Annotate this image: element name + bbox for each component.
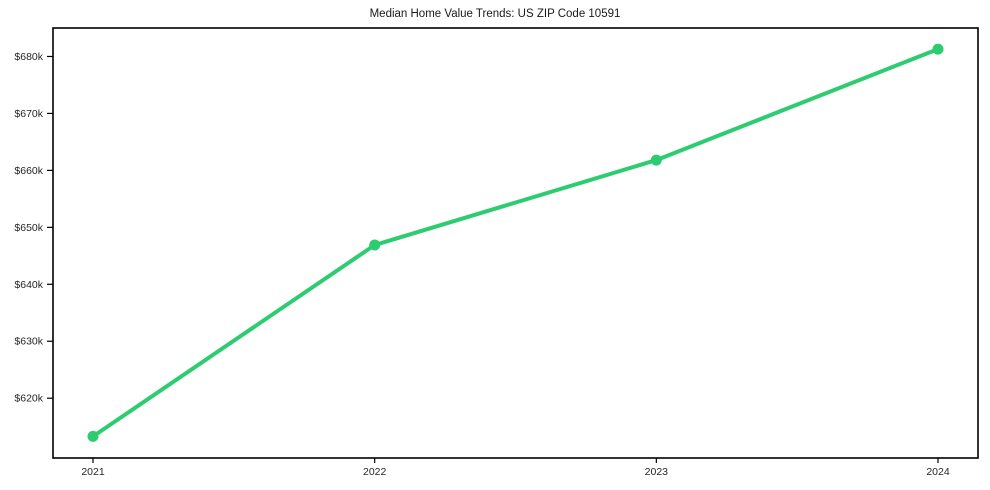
y-tick-label: $680k bbox=[14, 51, 43, 63]
x-tick-label: 2024 bbox=[926, 466, 950, 478]
y-tick-label: $640k bbox=[14, 279, 43, 291]
y-axis: $620k $630k $640k $650k $660k $670k $680k bbox=[14, 51, 53, 405]
y-tick-label: $660k bbox=[14, 165, 43, 177]
y-tick-label: $650k bbox=[14, 222, 43, 234]
data-point-marker bbox=[87, 430, 99, 442]
x-axis: 2021 2022 2023 2024 bbox=[81, 458, 950, 478]
trend-line-series bbox=[87, 43, 944, 442]
plot-area-frame bbox=[52, 27, 979, 459]
x-tick-label: 2022 bbox=[363, 466, 387, 478]
trend-line bbox=[91, 47, 940, 439]
y-tick-label: $630k bbox=[14, 336, 43, 348]
data-point-marker bbox=[650, 154, 662, 166]
data-point-marker bbox=[369, 239, 381, 251]
x-tick-label: 2021 bbox=[81, 466, 105, 478]
y-tick-label: $620k bbox=[14, 393, 43, 405]
chart-title: Median Home Value Trends: US ZIP Code 10… bbox=[369, 8, 621, 20]
data-point-marker bbox=[932, 43, 944, 55]
x-tick-label: 2023 bbox=[645, 466, 669, 478]
y-tick-label: $670k bbox=[14, 108, 43, 120]
